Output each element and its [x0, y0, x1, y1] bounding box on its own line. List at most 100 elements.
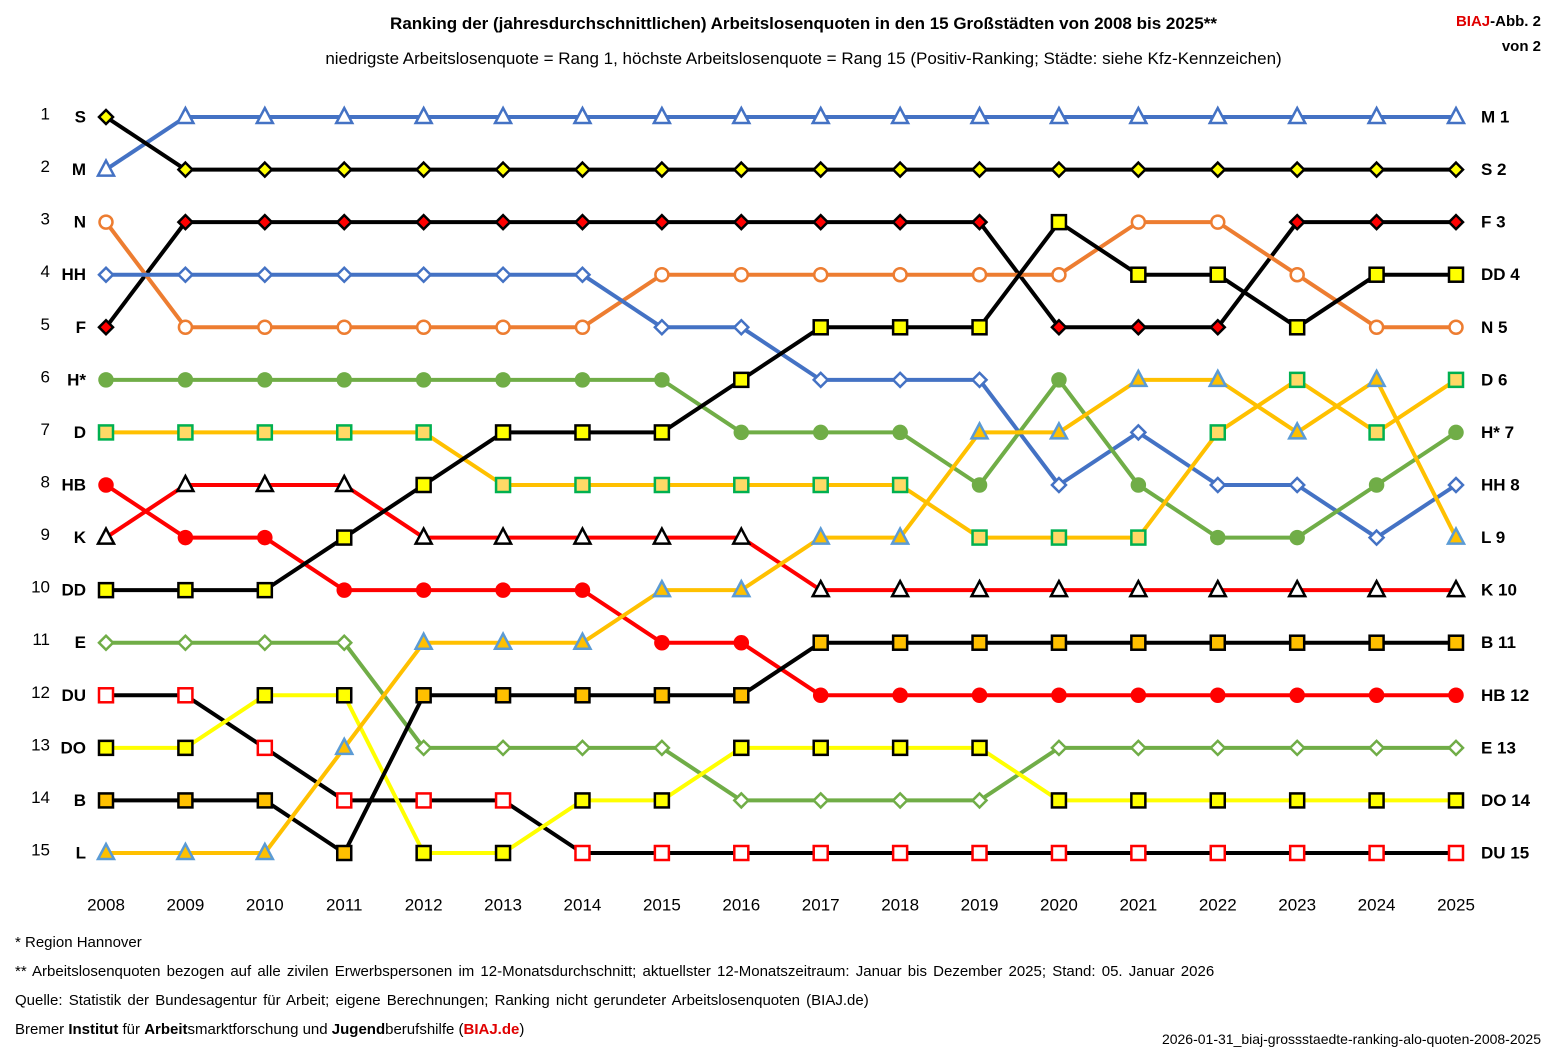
marker-K: [334, 473, 355, 493]
marker-B: [335, 844, 353, 862]
right-city-label: M 1: [1481, 107, 1509, 126]
marker-E: [970, 791, 989, 810]
marker-H*: [1448, 424, 1464, 441]
marker-DD: [335, 529, 353, 546]
marker-L: [1366, 368, 1387, 388]
marker-HH: [653, 318, 671, 337]
marker-DO: [1368, 792, 1385, 809]
series-line-DU: [106, 693, 1456, 855]
right-city-label: HH 8: [1481, 475, 1520, 494]
marker-B: [1368, 634, 1385, 651]
marker-DU: [1368, 844, 1385, 862]
marker-S: [732, 160, 751, 179]
x-tick-label: 2025: [1437, 895, 1475, 914]
marker-L: [731, 578, 752, 598]
marker-L: [1445, 525, 1467, 545]
marker-F: [891, 213, 909, 231]
brand-label: BIAJ: [1455, 13, 1491, 30]
marker-M: [492, 105, 514, 125]
marker-E: [97, 633, 115, 652]
marker-E: [811, 791, 830, 810]
marker-S: [176, 160, 195, 179]
marker-F: [1367, 213, 1386, 231]
right-city-label: DD 4: [1481, 265, 1520, 284]
marker-DU: [1288, 844, 1306, 862]
marker-B: [733, 687, 750, 704]
marker-D: [733, 476, 750, 494]
x-tick-label: 2008: [87, 895, 125, 914]
org-text-segment: BIAJ.de: [463, 1021, 520, 1038]
marker-S: [970, 160, 989, 179]
footnote-region: * Region Hannover: [15, 934, 142, 951]
marker-M: [969, 105, 990, 125]
left-city-label: M: [72, 160, 86, 179]
marker-HH: [1208, 476, 1227, 494]
marker-HB: [98, 477, 114, 493]
marker-B: [971, 634, 988, 651]
figure-badge: BIAJ-Abb. 2 von 2: [1456, 9, 1541, 59]
marker-M: [334, 105, 355, 125]
marker-HH: [1129, 423, 1148, 442]
right-city-label: HB 12: [1481, 686, 1529, 705]
marker-HH: [414, 265, 433, 284]
marker-HH: [1050, 476, 1068, 494]
left-city-label: L: [76, 843, 86, 862]
x-tick-label: 2011: [326, 895, 363, 914]
marker-F: [573, 213, 592, 231]
right-city-label: K 10: [1481, 581, 1517, 600]
marker-L: [890, 525, 911, 545]
marker-DU: [1447, 844, 1465, 862]
marker-DD: [1050, 213, 1068, 231]
x-tick-label: 2019: [961, 895, 999, 914]
x-tick-label: 2014: [564, 895, 602, 914]
marker-L: [254, 841, 275, 861]
marker-K: [890, 578, 911, 598]
marker-F: [811, 213, 830, 231]
marker-F: [256, 213, 274, 231]
series-line-N: [104, 220, 1456, 330]
marker-B: [1050, 634, 1068, 651]
marker-H*: [1210, 529, 1226, 546]
marker-DD: [494, 424, 512, 441]
series-line-L: [106, 377, 1458, 855]
marker-M: [95, 157, 117, 177]
y-tick-label: 1: [41, 104, 50, 123]
marker-DD: [97, 581, 115, 599]
x-tick-label: 2018: [881, 895, 919, 914]
marker-B: [1447, 634, 1465, 651]
left-city-label: H*: [67, 370, 86, 389]
chart-subtitle: niedrigste Arbeitslosenquote = Rang 1, h…: [325, 49, 1282, 68]
marker-E: [1129, 739, 1148, 757]
marker-DO: [891, 739, 909, 757]
marker-L: [969, 420, 990, 440]
marker-DD: [891, 319, 909, 336]
marker-DD: [812, 319, 829, 336]
y-tick-label: 11: [32, 630, 50, 649]
marker-D: [1130, 529, 1147, 546]
marker-F: [176, 213, 195, 231]
marker-E: [1367, 739, 1386, 757]
marker-DO: [653, 792, 671, 809]
marker-D: [1288, 371, 1306, 389]
marker-HH: [732, 318, 751, 337]
series-line-DO: [106, 693, 1456, 855]
y-tick-label: 14: [31, 788, 50, 807]
marker-N: [574, 319, 591, 336]
marker-HB: [1448, 687, 1464, 704]
marker-D: [97, 424, 115, 441]
x-tick-label: 2023: [1278, 895, 1316, 914]
marker-DD: [415, 476, 432, 494]
marker-DU: [653, 844, 671, 862]
marker-HB: [574, 582, 591, 598]
marker-H*: [654, 372, 670, 388]
marker-HB: [971, 687, 988, 704]
marker-DO: [971, 739, 988, 757]
marker-HB: [733, 634, 750, 651]
marker-DD: [1288, 319, 1306, 336]
x-tick-label: 2022: [1199, 895, 1237, 914]
series-line-HH: [106, 272, 1458, 540]
marker-S: [494, 160, 512, 179]
figure-total: von 2: [1501, 38, 1541, 55]
marker-E: [176, 633, 195, 652]
marker-D: [494, 476, 512, 494]
